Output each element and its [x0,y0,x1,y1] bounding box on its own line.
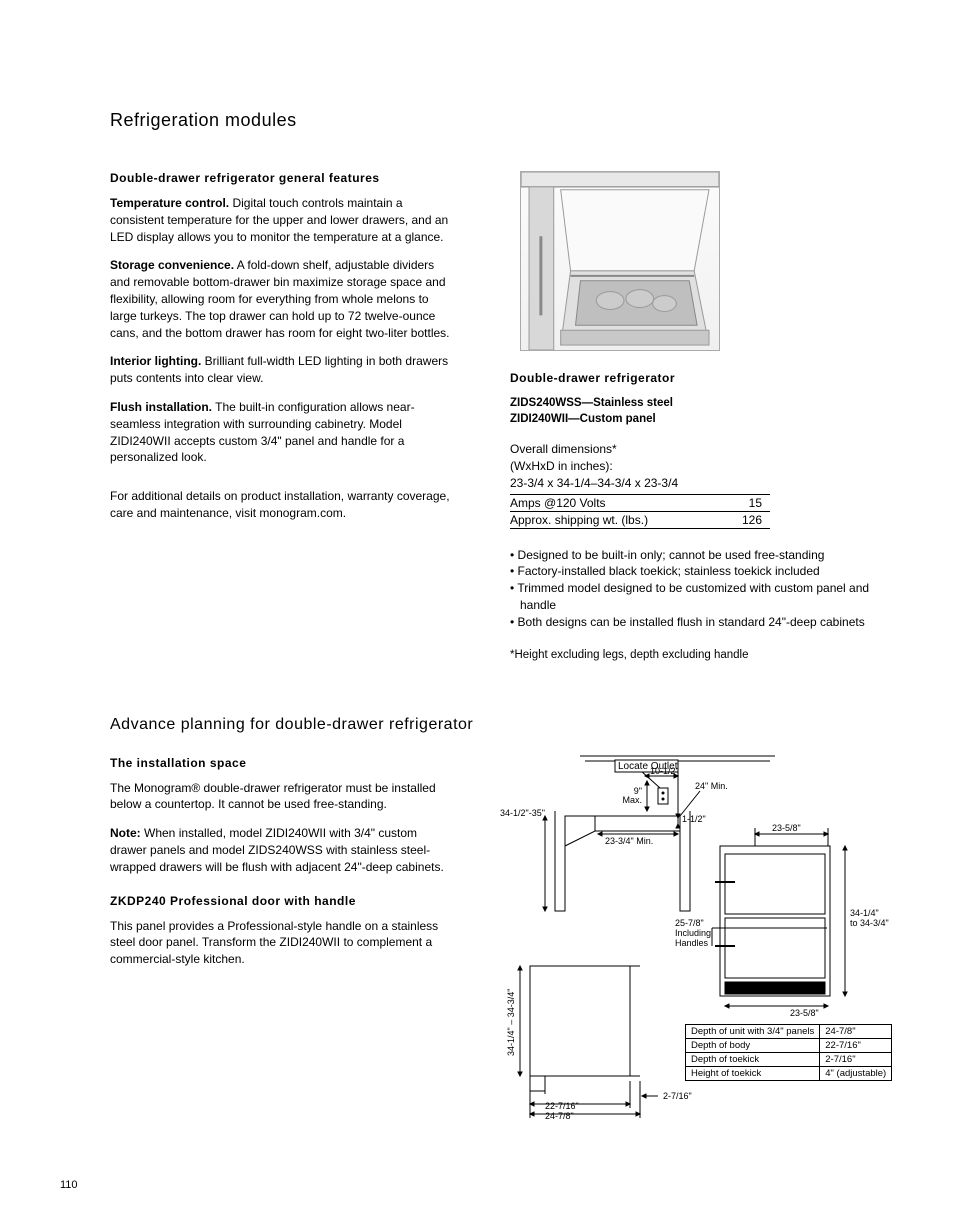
features-column: Double-drawer refrigerator general featu… [110,171,450,661]
svg-text:25-7/8"IncludingHandles: 25-7/8"IncludingHandles [675,918,711,948]
zkdp-heading: ZKDP240 Professional door with handle [110,894,450,908]
spec-footnote: *Height excluding legs, depth excluding … [510,649,884,661]
feature-additional: For additional details on product instal… [110,488,450,522]
dimension-table: Depth of unit with 3/4" panels24-7/8" De… [685,1024,892,1081]
diagram-area: Locate Outlet 10-1/2" 9"Max. 24" Min. 1-… [490,756,884,1119]
planning-section: Advance planning for double-drawer refri… [110,716,884,1119]
page-title: Refrigeration modules [110,110,884,131]
table-row: Depth of body22-7/16" [686,1038,892,1052]
table-row: Height of toekick4" (adjustable) [686,1066,892,1080]
product-image [520,171,720,351]
svg-text:22-7/16": 22-7/16" [545,1101,579,1111]
feature-lighting: Interior lighting. Brilliant full-width … [110,353,450,387]
top-section: Double-drawer refrigerator general featu… [110,171,884,661]
features-heading: Double-drawer refrigerator general featu… [110,171,450,185]
install-note: Note: When installed, model ZIDI240WII w… [110,825,450,875]
feature-storage: Storage convenience. A fold-down shelf, … [110,257,450,341]
feature-temp: Temperature control. Digital touch contr… [110,195,450,245]
page-number: 110 [60,1179,78,1191]
svg-text:23-3/4" Min.: 23-3/4" Min. [605,836,653,846]
table-row: Depth of unit with 3/4" panels24-7/8" [686,1024,892,1038]
svg-text:34-1/4" – 34-3/4": 34-1/4" – 34-3/4" [506,988,516,1055]
table-row: Depth of toekick2-7/16" [686,1052,892,1066]
svg-text:24" Min.: 24" Min. [695,781,728,791]
planning-title: Advance planning for double-drawer refri… [110,716,884,734]
svg-text:23-5/8": 23-5/8" [790,1008,819,1018]
table-row: Amps @120 Volts15 [510,494,770,511]
list-item: Factory-installed black toekick; stainle… [510,563,884,580]
zkdp-p: This panel provides a Professional-style… [110,918,450,968]
model-labels: ZIDS240WSS—Stainless steel ZIDI240WII—Cu… [510,395,884,427]
svg-text:34-1/4"to 34-3/4": 34-1/4"to 34-3/4" [850,908,889,928]
install-space-heading: The installation space [110,756,450,770]
feature-flush: Flush installation. The built-in configu… [110,399,450,466]
dimensions: Overall dimensions* (WxHxD in inches): 2… [510,441,884,491]
svg-text:34-1/2"-35": 34-1/2"-35" [500,808,545,818]
list-item: Trimmed model designed to be customized … [510,580,884,614]
list-item: Designed to be built-in only; cannot be … [510,547,884,564]
spec-bullets: Designed to be built-in only; cannot be … [510,547,884,631]
list-item: Both designs can be installed flush in s… [510,614,884,631]
planning-text: The installation space The Monogram® dou… [110,756,450,1119]
table-row: Approx. shipping wt. (lbs.)126 [510,511,770,528]
spec-table: Amps @120 Volts15 Approx. shipping wt. (… [510,494,770,529]
spec-heading: Double-drawer refrigerator [510,371,884,385]
svg-text:10-1/2": 10-1/2" [650,766,679,776]
svg-text:23-5/8": 23-5/8" [772,823,801,833]
svg-text:9"Max.: 9"Max. [622,786,642,805]
svg-text:24-7/8": 24-7/8" [545,1111,574,1121]
svg-text:1-1/2": 1-1/2" [682,814,706,824]
spec-column: Double-drawer refrigerator ZIDS240WSS—St… [490,171,884,661]
svg-text:2-7/16": 2-7/16" [663,1091,692,1101]
install-p1: The Monogram® double-drawer refrigerator… [110,780,450,814]
